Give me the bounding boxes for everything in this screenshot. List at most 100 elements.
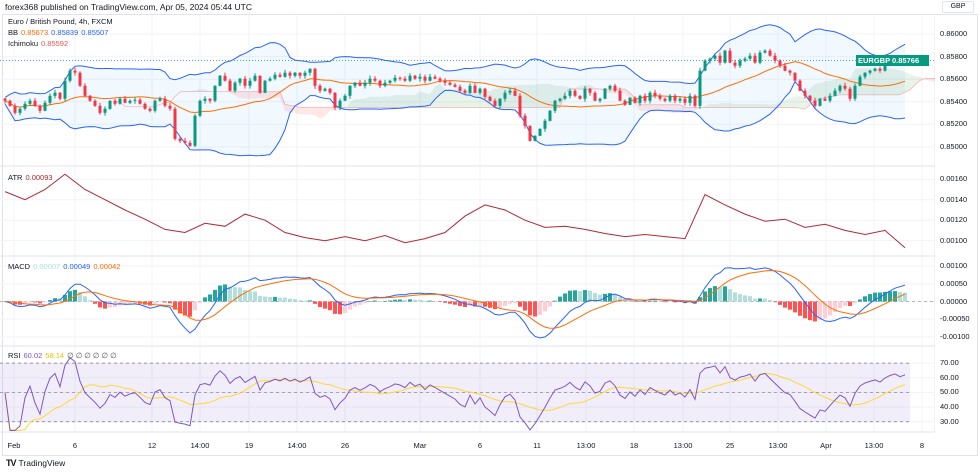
- candle-body: [813, 100, 817, 106]
- candle-body: [703, 60, 707, 71]
- macd-histogram-bar: [448, 301, 452, 304]
- macd-histogram-bar: [328, 301, 332, 311]
- macd-legend[interactable]: MACD 0.00007 0.00049 0.00042: [8, 262, 123, 271]
- cloud-segment: [795, 96, 800, 109]
- macd-histogram-bar: [868, 294, 872, 302]
- candle-body: [473, 85, 477, 93]
- candle-body: [583, 88, 587, 99]
- candle-body: [593, 92, 597, 101]
- macd-histogram-bar: [653, 300, 657, 302]
- cloud-segment: [645, 104, 650, 112]
- cloud-segment: [350, 98, 355, 108]
- candle-body: [768, 50, 772, 56]
- macd-histogram-bar: [313, 301, 317, 304]
- cloud-segment: [300, 107, 305, 115]
- candle-body: [353, 82, 357, 86]
- candle-body: [68, 70, 72, 81]
- macd-histogram-bar: [543, 301, 547, 312]
- cloud-segment: [430, 86, 435, 108]
- macd-histogram-bar: [813, 301, 817, 322]
- cloud-segment: [240, 91, 245, 99]
- macd-histogram-bar: [678, 301, 682, 303]
- cloud-segment: [285, 104, 290, 113]
- last-price-tag: 0.85766: [890, 55, 929, 66]
- macd-histogram-bar: [658, 301, 662, 302]
- candle-body: [708, 58, 712, 61]
- macd-histogram-bar: [423, 300, 427, 302]
- macd-histogram-bar: [848, 301, 852, 306]
- price-tick-label: -0.00100: [940, 331, 970, 341]
- macd-histogram-bar: [343, 301, 347, 313]
- macd-histogram-bar: [593, 293, 597, 302]
- symbol-title[interactable]: Euro / British Pound, 4h, FXCM: [8, 17, 113, 26]
- macd-histogram-bar: [133, 301, 137, 304]
- macd-histogram-bar: [858, 299, 862, 302]
- macd-histogram-bar: [103, 301, 107, 309]
- macd-histogram-bar: [378, 301, 382, 302]
- candle-body: [278, 74, 282, 77]
- cloud-segment: [175, 91, 180, 97]
- cloud-segment: [280, 91, 285, 112]
- time-tick-label: 8: [919, 441, 925, 450]
- time-tick-label: 13:00: [864, 441, 884, 450]
- candle-body: [63, 80, 67, 99]
- macd-histogram-bar: [698, 297, 702, 302]
- rsi-legend[interactable]: RSI 60.02 58.14 ∅ ∅ ∅ ∅ ∅ ∅: [8, 351, 120, 360]
- bb-lower-line: [4, 80, 906, 157]
- candle-body: [668, 95, 672, 101]
- macd-histogram-bar: [28, 301, 32, 303]
- chart-canvas[interactable]: [0, 0, 935, 440]
- candle-body: [798, 80, 802, 91]
- senkou-span-b: [899, 91, 906, 96]
- candle-body: [828, 95, 832, 101]
- macd-histogram-bar: [888, 291, 892, 302]
- candle-body: [673, 95, 677, 101]
- cloud-segment: [840, 78, 845, 95]
- candle-body: [158, 98, 162, 101]
- cloud-segment: [400, 95, 405, 108]
- candle-body: [658, 95, 662, 99]
- atr-legend[interactable]: ATR 0.00093: [8, 173, 56, 182]
- price-tick-label: 0.00100: [940, 235, 968, 245]
- macd-histogram-bar: [523, 301, 527, 311]
- macd-histogram-bar: [393, 299, 397, 302]
- senkou-span-b: [289, 105, 296, 107]
- candle-body: [228, 80, 232, 91]
- tradingview-logo[interactable]: TV TradingView: [6, 458, 65, 468]
- candle-body: [443, 80, 447, 83]
- macd-histogram-bar: [338, 301, 342, 315]
- macd-histogram-bar: [458, 301, 462, 306]
- currency-button[interactable]: GBP: [942, 1, 974, 13]
- cloud-segment: [540, 83, 545, 108]
- cloud-segment: [225, 91, 230, 93]
- candle-body: [853, 85, 857, 99]
- candle-body: [648, 92, 652, 101]
- candle-body: [213, 85, 217, 101]
- macd-histogram-bar: [108, 301, 112, 308]
- time-tick-label: 18: [629, 441, 639, 450]
- time-tick-label: 14:00: [190, 441, 210, 450]
- bb-legend[interactable]: BB 0.85673 0.85839 0.85507: [8, 28, 111, 37]
- senkou-span-b: [294, 105, 301, 108]
- macd-histogram-bar: [758, 298, 762, 302]
- candle-body: [38, 105, 42, 111]
- price-tick-label: 50.00: [940, 387, 959, 397]
- senkou-span-b: [624, 88, 631, 94]
- cloud-segment: [375, 96, 380, 108]
- candle-body: [18, 108, 22, 113]
- cloud-segment: [565, 86, 570, 93]
- logo-text: TradingView: [18, 458, 66, 468]
- macd-histogram-bar: [353, 301, 357, 307]
- macd-histogram-bar: [348, 301, 352, 310]
- candle-body: [453, 84, 457, 87]
- price-tick-label: 0.00160: [940, 174, 968, 184]
- candle-body: [283, 72, 287, 77]
- candle-body: [293, 72, 297, 76]
- macd-histogram-bar: [43, 301, 47, 303]
- ichimoku-legend[interactable]: Ichimoku 0.85592: [8, 39, 71, 48]
- cloud-segment: [705, 103, 710, 108]
- candle-body: [163, 98, 167, 106]
- rsi-band-fill: [0, 363, 910, 422]
- macd-histogram-bar: [513, 301, 517, 304]
- candle-body: [83, 85, 87, 96]
